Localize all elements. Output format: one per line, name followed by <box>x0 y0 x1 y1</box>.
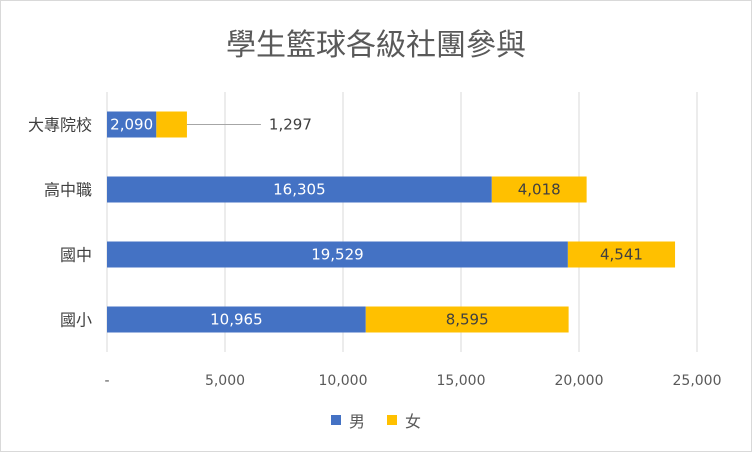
legend-swatch-male <box>330 415 341 425</box>
data-label: 8,595 <box>446 311 489 329</box>
bar-male <box>107 241 568 268</box>
x-tick-label: 25,000 <box>673 373 722 389</box>
bar-female <box>365 306 569 333</box>
x-tick-label: 15,000 <box>437 373 486 389</box>
legend-item-male: 男 <box>330 408 365 432</box>
x-tick-label: 5,000 <box>205 373 245 389</box>
legend-label-female: 女 <box>405 412 422 431</box>
legend-label-male: 男 <box>348 412 365 431</box>
legend-item-female: 女 <box>387 408 421 432</box>
data-label: 4,018 <box>518 181 561 199</box>
legend: 男 女 <box>0 408 752 432</box>
data-label: 10,965 <box>210 311 263 329</box>
category-label: 國中 <box>60 246 92 265</box>
data-label: 2,090 <box>110 116 153 134</box>
bar-male <box>107 306 366 333</box>
bar-female <box>567 241 676 268</box>
x-tick-label: 20,000 <box>555 373 604 389</box>
x-tick-label: - <box>104 373 109 389</box>
legend-swatch-female <box>387 415 397 425</box>
data-label: 1,297 <box>269 116 312 134</box>
x-tick-label: 10,000 <box>319 373 368 389</box>
bar-male <box>107 111 157 138</box>
category-label: 高中職 <box>44 181 92 200</box>
data-label: 16,305 <box>273 181 326 199</box>
bar-female <box>156 111 187 138</box>
category-label: 國小 <box>60 311 92 330</box>
chart-title: 學生籃球各級社團參與 <box>226 28 526 63</box>
data-label: 19,529 <box>311 246 364 264</box>
data-label: 4,541 <box>600 246 643 264</box>
bar-male <box>107 176 492 203</box>
bar-female <box>491 176 587 203</box>
category-label: 大專院校 <box>28 116 92 135</box>
